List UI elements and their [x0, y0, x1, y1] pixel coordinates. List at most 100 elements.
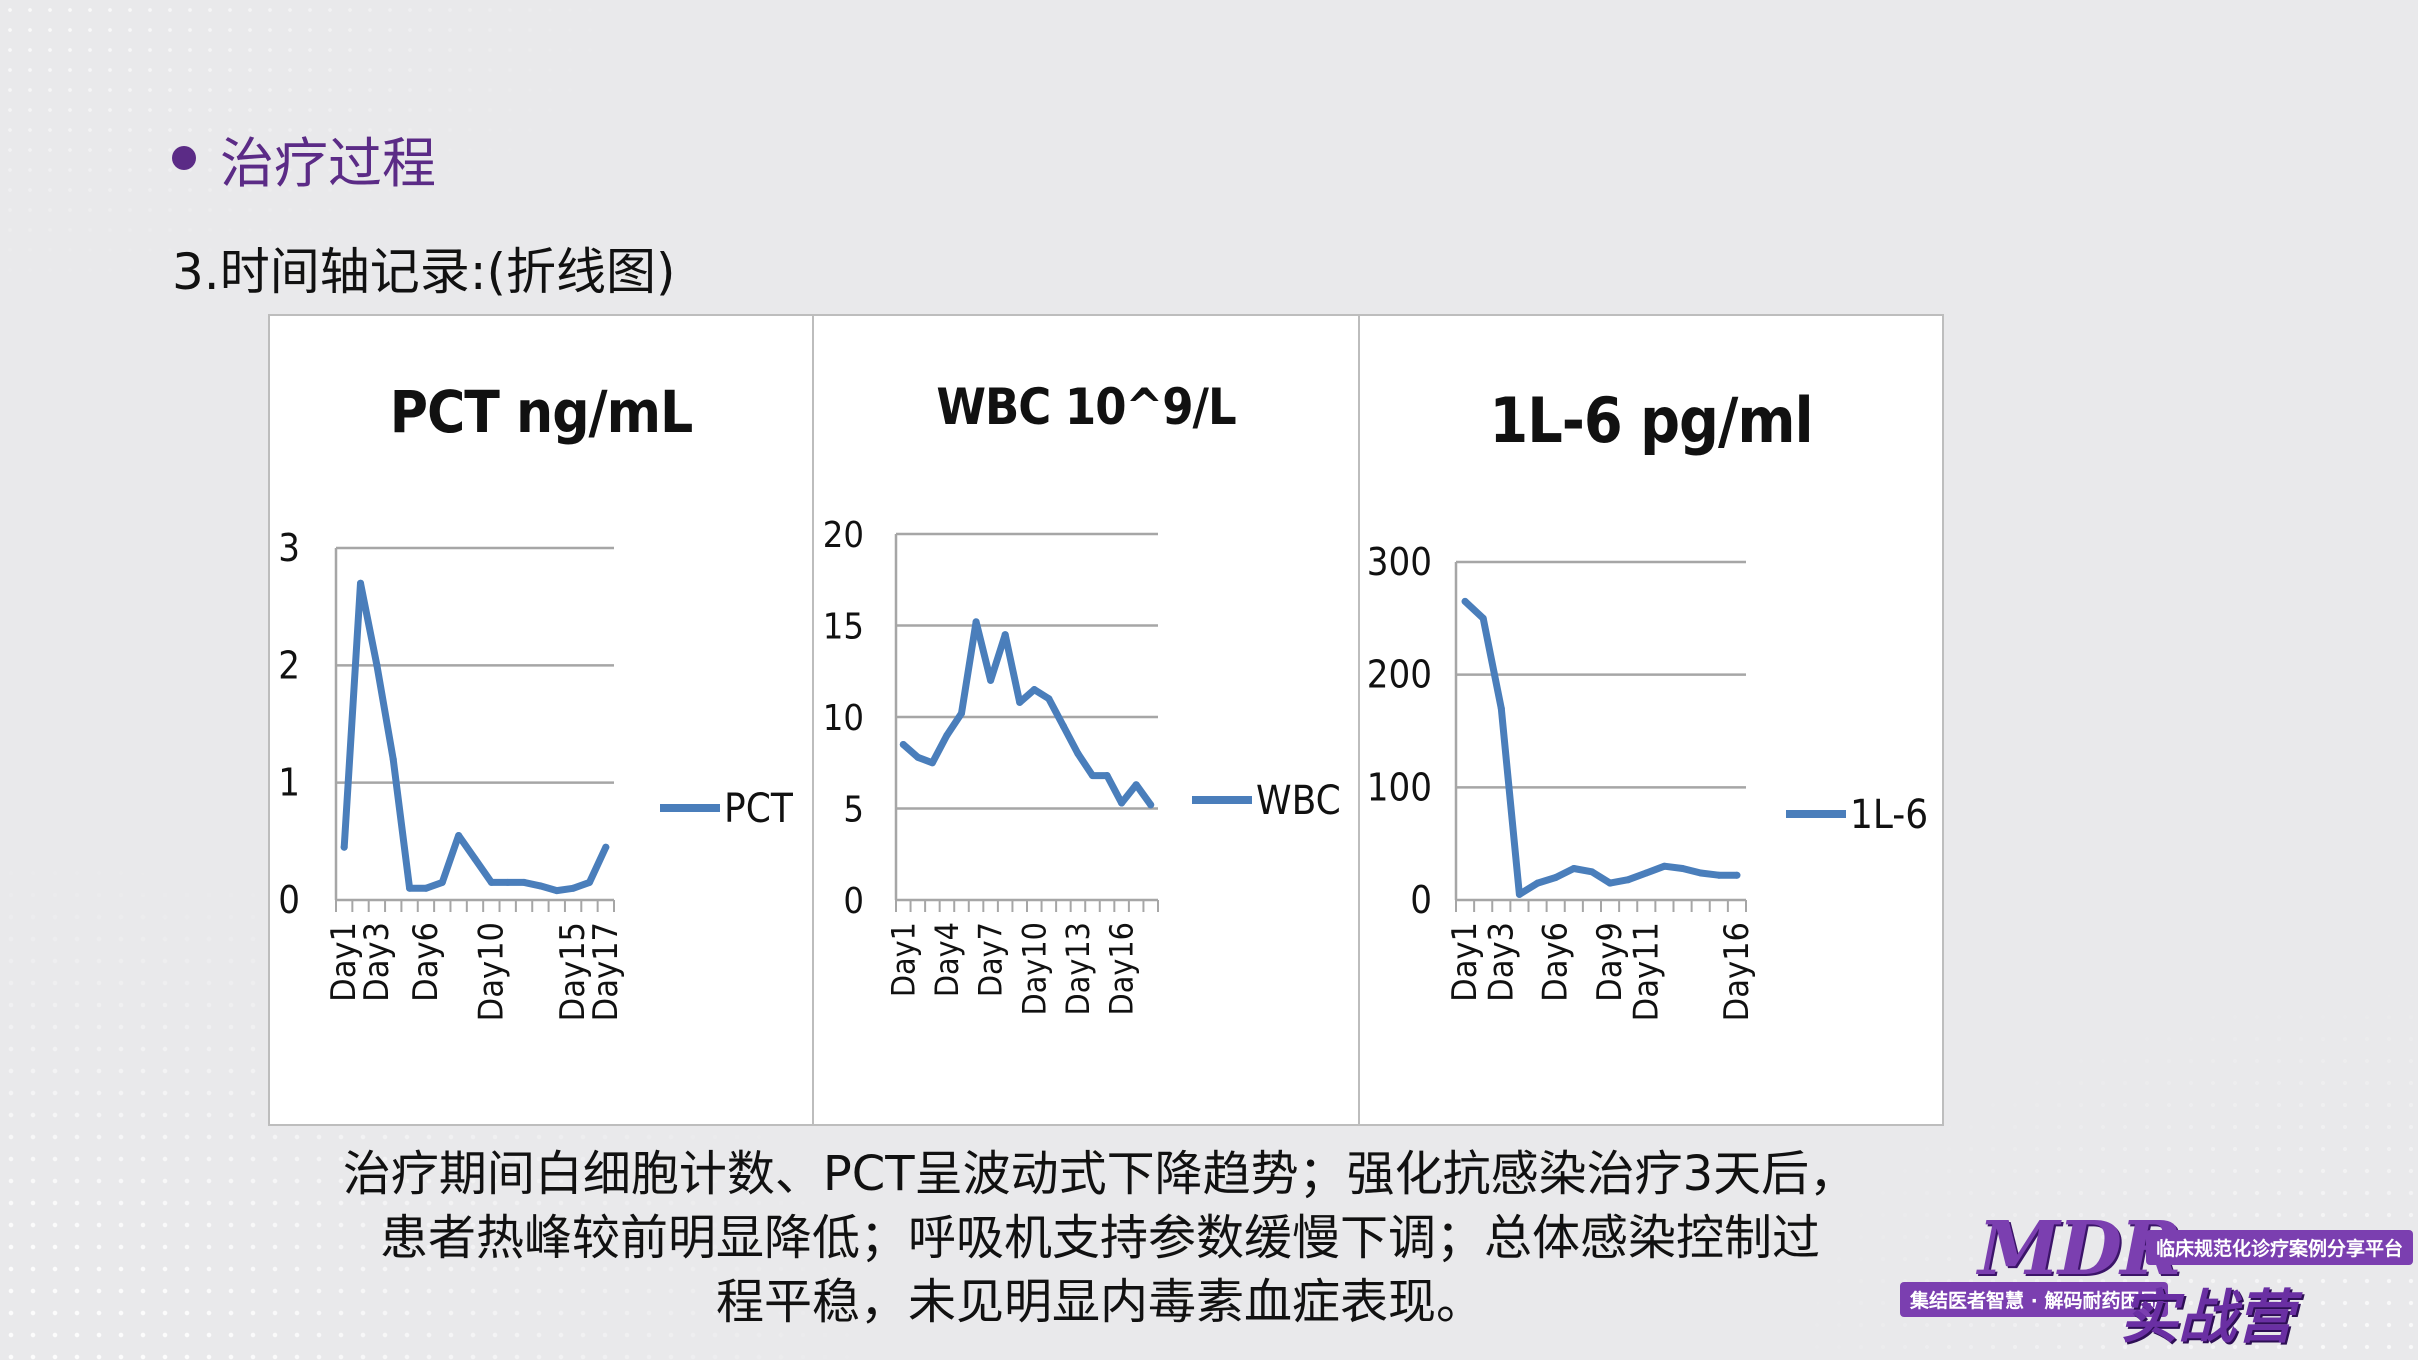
chart-panel-wbc: WBC 10^9/L 0 5 10 15 20 Day1 Day4 Day7 Day10 Day1… [812, 314, 1360, 1126]
data-point [1045, 695, 1053, 703]
data-point [1660, 862, 1668, 870]
data-point [357, 579, 365, 587]
x-tick-label: Day16 [1103, 922, 1141, 1015]
y-tick-label: 0 [278, 878, 300, 922]
x-tick-label: Day1 [324, 922, 364, 1002]
x-tick-label: Day15 [553, 922, 593, 1021]
subheading: 3.时间轴记录:(折线图) [172, 243, 676, 301]
x-tick-label: Day11 [1626, 922, 1666, 1021]
data-point [1074, 750, 1082, 758]
charts-image: PCT ng/mL 0 1 2 3 Day1 Day3 Day6 Day10 Day15 Day1… [268, 314, 1944, 1126]
x-tick-label: Day3 [1481, 922, 1521, 1002]
data-point [914, 753, 922, 761]
y-tick-label: 0 [843, 881, 864, 922]
data-point [987, 676, 995, 684]
legend-label: 1L-6 [1850, 792, 1928, 838]
x-tick-label: Day16 [1717, 922, 1757, 1021]
data-point [928, 759, 936, 767]
data-point [1697, 869, 1705, 877]
data-point [569, 884, 577, 892]
x-tick-label: Day1 [884, 922, 922, 997]
legend-label: WBC [1256, 778, 1341, 824]
data-point [1497, 704, 1505, 712]
chart-title-wbc: WBC 10^9/L [936, 378, 1236, 436]
data-point [1534, 879, 1542, 887]
data-point [1016, 698, 1024, 706]
y-tick-label: 5 [843, 790, 864, 831]
data-point [958, 709, 965, 717]
data-point [1089, 772, 1096, 780]
data-point [1588, 868, 1596, 876]
data-point [943, 731, 951, 739]
data-point [406, 884, 414, 892]
data-point [1461, 597, 1469, 605]
data-point [1147, 801, 1155, 809]
data-point [340, 843, 348, 851]
data-point [1118, 799, 1126, 807]
section-heading: 治疗过程 [172, 122, 436, 195]
series-line-pct [340, 579, 610, 895]
chart-title-pct: PCT ng/mL [389, 378, 693, 446]
chart-panel-pct: PCT ng/mL 0 1 2 3 Day1 Day3 Day6 Day10 Day15 Day1… [268, 314, 814, 1126]
caption-line: 患者热峰较前明显降低；呼吸机支持参数缓慢下调；总体感染控制过 [379, 1210, 1820, 1266]
x-tick-label: Day6 [1536, 922, 1576, 1002]
y-tick-label: 200 [1367, 653, 1432, 697]
data-point [455, 831, 463, 839]
bullet-icon [172, 146, 196, 170]
y-tick-label: 0 [1410, 878, 1432, 922]
logo-camp-text: 实战营 [2120, 1283, 2295, 1351]
x-tick-label: Day9 [1590, 922, 1630, 1002]
data-point [602, 843, 610, 851]
x-tick-label: Day1 [1445, 922, 1485, 1002]
data-point [487, 878, 495, 886]
y-tick-label: 2 [278, 643, 300, 687]
x-tick-label: Day6 [406, 922, 446, 1002]
caption-line: 治疗期间白细胞计数、PCT呈波动式下降趋势；强化抗感染治疗3天后， [342, 1146, 1858, 1202]
x-tick-label: Day7 [972, 922, 1010, 997]
series-line-il6 [1461, 597, 1741, 898]
x-tick-label: Day13 [1059, 922, 1097, 1015]
x-tick-label: Day3 [357, 922, 397, 1002]
data-point [553, 887, 561, 895]
data-point [1030, 686, 1038, 694]
data-point [1103, 772, 1111, 780]
data-point [471, 855, 479, 863]
y-tick-label: 1 [278, 761, 300, 805]
data-point [1679, 864, 1687, 872]
y-tick-label: 10 [823, 698, 864, 739]
mdr-logo: MDR 临床规范化诊疗案例分享平台 集结医者智慧 · 解码耐药困局 实战营 [1900, 1206, 2414, 1351]
y-tick-label: 3 [278, 526, 300, 570]
data-point [585, 878, 593, 886]
data-point [438, 878, 446, 886]
data-point [389, 755, 397, 763]
data-point [1479, 614, 1487, 622]
y-tick-label: 300 [1367, 540, 1432, 584]
data-point [373, 661, 381, 669]
background-dots-top-left [0, 0, 700, 320]
data-point [1642, 869, 1650, 877]
y-tick-label: 100 [1367, 765, 1432, 809]
data-point [504, 878, 512, 886]
data-point [1733, 871, 1741, 879]
data-point [1606, 879, 1614, 887]
chart-panel-il6: 1L-6 pg/ml 0 100 200 300 Day1 Day3 Day6 Day9 Day… [1358, 314, 1944, 1126]
x-tick-label: Day10 [1015, 922, 1053, 1015]
data-point [1570, 864, 1578, 872]
chart-svg-wbc: 0 5 10 15 20 Day1 Day4 Day7 Day10 Day13 Day16 WBC [823, 515, 1341, 1015]
data-point [1132, 781, 1140, 789]
logo-tagline-top: 临床规范化诊疗案例分享平台 [2146, 1230, 2414, 1265]
data-point [520, 878, 528, 886]
legend-label: PCT [724, 786, 794, 832]
data-point [1059, 722, 1067, 730]
data-point [422, 884, 430, 892]
x-tick-label: Day4 [928, 922, 966, 997]
data-point [1552, 873, 1560, 881]
data-point [972, 618, 980, 626]
data-point [1715, 871, 1723, 879]
chart-title-il6: 1L-6 pg/ml [1489, 384, 1813, 457]
y-tick-label: 15 [823, 607, 864, 648]
logo-tagline-bottom: 集结医者智慧 · 解码耐药困局 [1900, 1282, 2169, 1317]
caption-text: 治疗期间白细胞计数、PCT呈波动式下降趋势；强化抗感染治疗3天后， 患者热峰较前… [200, 1142, 2000, 1334]
